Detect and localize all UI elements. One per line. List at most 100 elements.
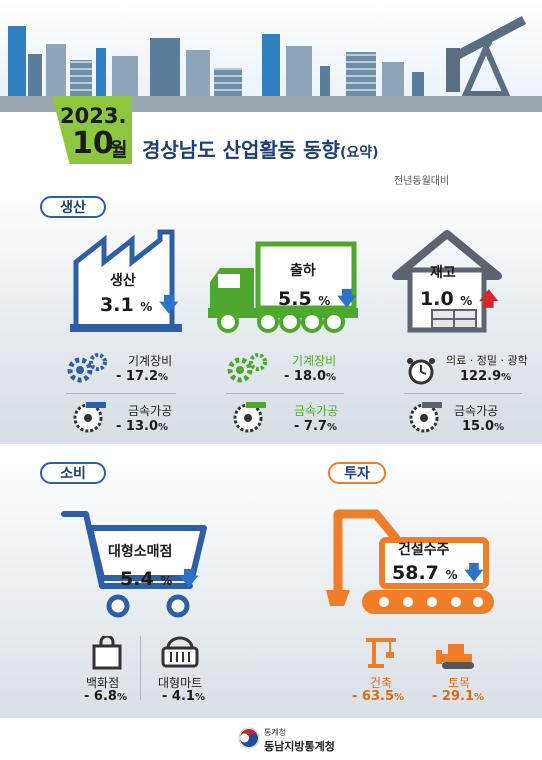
production-item-value-number: - 13.0 [116,419,158,434]
building-shape [96,48,106,96]
inventory-item-value: 122.9% [460,369,511,384]
arrow-down-icon: 🡇 [178,568,199,590]
inventory-item-label: 의료 · 정밀 · 광학 [446,354,528,367]
factory-icon [70,229,182,332]
clock-icon [407,358,435,385]
inventory-label: 재고 [430,265,456,281]
building-shape [70,60,92,96]
investment-label: 건설수주 [398,542,450,558]
comparison-note: 전년동월대비 [394,176,450,187]
shipment-label: 출하 [290,263,316,279]
production-value: 3.1 % 🡇 [100,291,179,323]
page-title-suffix: (요약) [339,145,379,161]
inventory-item-label: 금속가공 [454,404,499,418]
investment-value-number: 58.7 [392,562,439,584]
shipment-item-value-number: - 18.0 [284,369,326,384]
investment-item-label: 건축 [370,676,393,690]
divider [66,393,176,394]
report-year: 2023. [60,104,127,128]
shipment-item-value-number: - 7.7 [294,419,327,434]
building-shape [46,44,66,96]
consumption-item-label: 대형마트 [158,676,203,690]
production-item-value-number: - 17.2 [116,369,158,384]
excavator-icon [326,509,494,614]
production-item-value: - 13.0% [116,419,168,434]
bulldozer-icon [436,644,474,669]
section-label-investment: 투자 [328,462,386,484]
truck-icon [208,241,358,333]
government-emblem-icon [238,727,260,749]
consumption-value-number: 5.4 [120,568,154,590]
consumption-value: 5.4 % 🡇 [120,565,199,597]
production-item-value: - 17.2% [116,369,168,384]
inventory-item-value-number: 15.0 [462,419,495,434]
consumption-item-value-unit: % [194,692,205,703]
consumption-item-value: - 6.8% [84,689,127,704]
production-label: 생산 [110,273,136,289]
inventory-value-number: 1.0 [420,288,454,310]
building-shape [150,38,180,96]
shipment-item-label: 기계장비 [292,354,337,368]
production-value-unit: % [140,300,153,314]
report-month: 10 [72,126,114,161]
report-month-unit: 월 [110,139,128,161]
crane-icon [366,638,396,668]
skyline-banner [0,0,542,112]
gears-icon [67,353,107,383]
shipment-value: 5.5 % 🡇 [278,285,357,317]
building-shape [112,56,138,96]
building-shape [8,26,26,96]
investment-item-value: - 29.1% [432,689,484,704]
shipment-item-value: - 7.7% [294,419,337,434]
arrow-up-icon: 🡅 [478,288,499,310]
footer-org-small: 통계청 [264,728,287,737]
basket-icon [161,636,199,668]
consumption-label: 대형소매점 [108,544,173,560]
investment-item-value-number: - 63.5 [352,689,394,704]
shopping-bag-icon [92,636,122,670]
investment-value: 58.7 % 🡇 [392,559,484,591]
arrow-down-icon: 🡇 [464,562,484,584]
inventory-item-value: 15.0% [462,419,504,434]
divider [404,393,522,394]
building-shape [214,68,242,96]
building-shape [186,50,210,96]
building-shape [28,54,42,96]
investment-value-unit: % [445,568,458,582]
shipment-item-value-unit: % [326,372,337,383]
shipment-value-unit: % [318,294,331,308]
production-value-number: 3.1 [100,294,134,316]
investment-item-value-unit: % [394,692,405,703]
shipment-item-value-unit: % [326,422,337,433]
building-shape [382,62,404,96]
saw-blade-icon [233,402,266,433]
consumption-item-value-number: - 4.1 [162,689,195,704]
investment-item-value: - 63.5% [352,689,404,704]
shipment-value-number: 5.5 [278,288,312,310]
consumption-item-value-number: - 6.8 [84,689,117,704]
consumption-value-unit: % [160,574,173,588]
section-label-consumption: 소비 [40,462,106,484]
inventory-item-value-unit: % [501,372,512,383]
building-shape [346,52,376,96]
arrow-down-icon: 🡇 [336,288,357,310]
page-title-main: 경상남도 산업활동 동향 [142,138,340,162]
shipment-item-label: 금속가공 [294,404,339,418]
pumpjack-icon [446,16,527,97]
consumption-item-value-unit: % [116,692,127,703]
production-item-label: 금속가공 [128,404,173,418]
building-shape [320,66,330,96]
inventory-item-value-number: 122.9 [460,369,502,384]
ground-strip [0,96,542,112]
building-shape [262,34,280,96]
consumption-item-value: - 4.1% [162,689,205,704]
building-shape [412,72,424,96]
inventory-item-value-unit: % [494,422,505,433]
saw-blade-icon [409,402,442,433]
gears-icon [227,353,267,383]
consumption-item-label: 백화점 [86,676,120,690]
production-item-label: 기계장비 [128,354,173,368]
section-label-production: 생산 [40,196,106,218]
investment-item-value-unit: % [474,692,485,703]
inventory-value: 1.0 % 🡅 [420,285,499,317]
